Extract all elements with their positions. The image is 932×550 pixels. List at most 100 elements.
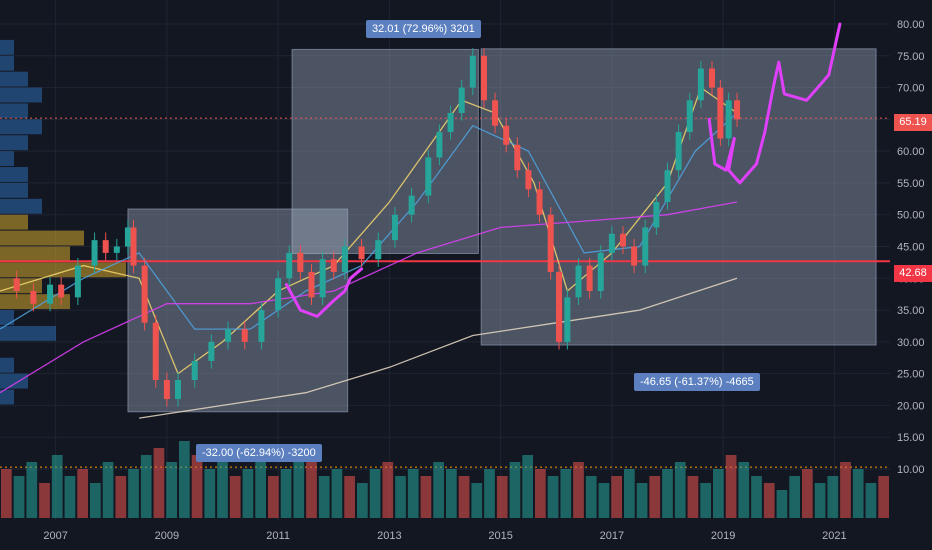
volume-bar (662, 469, 673, 518)
volume-bar (407, 469, 419, 518)
volume-bar (535, 469, 546, 518)
volume-bar (585, 476, 597, 518)
volume-bar (509, 462, 521, 518)
candle-body (608, 233, 615, 253)
volume-bar (255, 462, 266, 518)
volume-bar (395, 476, 406, 518)
volume-bar (242, 469, 254, 518)
volume-bar (166, 462, 177, 518)
candle-body (175, 380, 181, 400)
volume-profile-bar (0, 373, 28, 389)
volume-bar (674, 462, 686, 518)
candle-body (480, 55, 487, 101)
volume-bar (306, 462, 317, 518)
candle-body (341, 246, 348, 272)
moving-average-line (0, 201, 738, 394)
candle-body (286, 252, 293, 279)
volume-profile-bar (0, 310, 14, 325)
x-tick-label: 2015 (488, 530, 512, 542)
volume-profile-bar (0, 39, 14, 55)
freehand-drawing (707, 22, 842, 185)
candle-body (13, 278, 20, 291)
candle-body (425, 157, 432, 196)
measure-label-3: -46.65 (-61.37%) -4665 (634, 373, 760, 391)
y-tick-label: 45.00 (897, 242, 925, 254)
volume-bar (357, 483, 368, 518)
volume-bar (713, 469, 724, 518)
volume-bar (1, 469, 12, 518)
x-tick-label: 2019 (711, 530, 735, 542)
volume-bar (611, 476, 622, 518)
volume-bar (649, 476, 661, 518)
volume-bar (318, 476, 330, 518)
volume-bar (369, 469, 381, 518)
candle-body (436, 132, 443, 158)
y-tick-label: 35.00 (897, 305, 925, 317)
volume-profile-bar (0, 230, 84, 246)
volume-bar (636, 483, 648, 518)
time-axis[interactable]: 2007 2009 2011 2013 2015 2017 2019 2021 (43, 530, 846, 542)
candle-body (620, 233, 626, 247)
volume-bar (191, 455, 203, 518)
volume-bar (738, 462, 750, 518)
volume-bar (878, 476, 889, 518)
x-tick-label: 2007 (43, 530, 67, 542)
volume-bar (140, 455, 152, 518)
y-tick-label: 20.00 (897, 400, 925, 412)
volume-bar (814, 483, 826, 518)
y-tick-label: 15.00 (897, 432, 925, 444)
candle-body (225, 329, 232, 342)
y-tick-label: 60.00 (897, 146, 925, 158)
volume-bar (128, 469, 139, 518)
candle-body (124, 227, 131, 247)
candle-body (642, 227, 649, 266)
volume-profile-bar (0, 198, 42, 214)
measure-box (127, 208, 349, 413)
candle-body (191, 360, 198, 380)
volume-profile-bar (0, 135, 28, 151)
volume-bar (751, 476, 762, 518)
measure-boxes (127, 48, 877, 413)
candle-body (653, 202, 660, 228)
volume-bar (204, 469, 216, 518)
candle-body (697, 68, 704, 101)
volume-bar (420, 476, 432, 518)
volume-bar (598, 483, 610, 518)
candle-body (514, 144, 521, 171)
volume-bar (827, 476, 839, 518)
volume-bar (179, 441, 190, 518)
candle-body (556, 271, 563, 342)
volume-bar (77, 469, 88, 518)
volume-bar (789, 476, 800, 518)
volume-bar (115, 476, 127, 518)
price-candles (13, 48, 741, 407)
price-tag-level: 42.68 (894, 265, 932, 282)
volume-bar (331, 469, 343, 518)
volume-bar (471, 483, 483, 518)
candle-body (675, 132, 682, 171)
x-tick-label: 2017 (600, 530, 624, 542)
freehand-drawings (285, 22, 842, 318)
volume-bar (382, 462, 394, 518)
candle-body (319, 259, 326, 298)
volume-profile-bar (0, 71, 28, 87)
volume-bar (725, 455, 737, 518)
candle-body (208, 341, 215, 361)
volume-bar (547, 476, 559, 518)
candle-body (525, 170, 532, 190)
candle-body (91, 240, 98, 266)
candle-body (725, 100, 732, 139)
volume-bar (852, 469, 864, 518)
price-axis[interactable]: 10.0015.0020.0025.0030.0035.0040.0045.00… (897, 19, 925, 476)
moving-average-line (0, 112, 738, 330)
candle-body (734, 100, 741, 120)
volume-bar (700, 483, 711, 518)
candle-body (141, 265, 148, 323)
candle-body (686, 100, 693, 133)
candle-body (297, 252, 304, 272)
volume-bar (624, 469, 635, 518)
volume-bar (687, 476, 699, 518)
volume-profile-bar (0, 262, 126, 278)
volume-profile-bar (0, 87, 42, 103)
